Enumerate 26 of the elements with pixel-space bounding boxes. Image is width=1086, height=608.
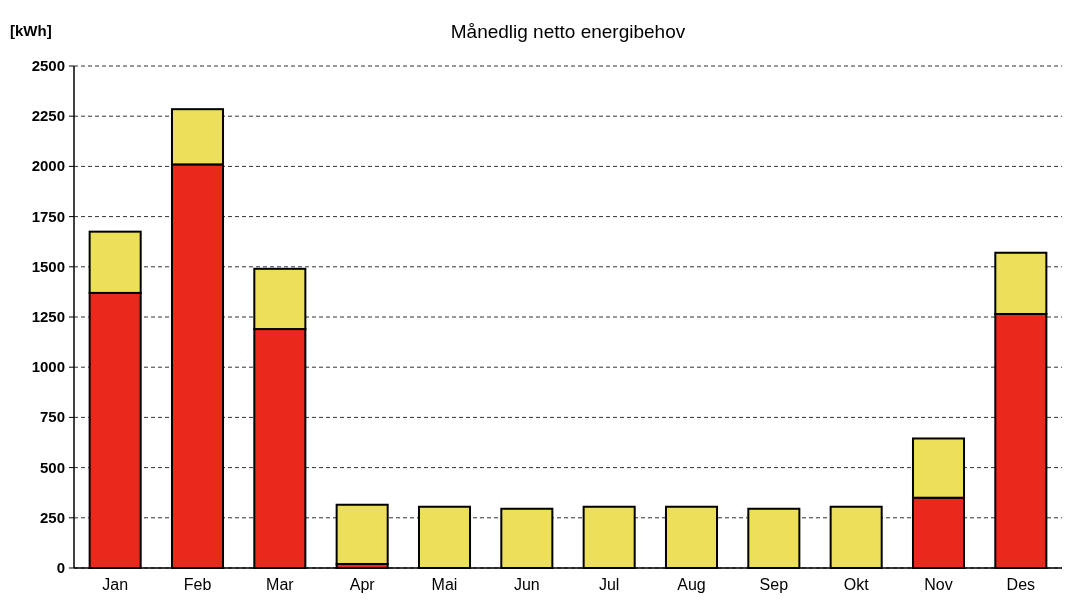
y-tick-label: 1750 [31, 207, 65, 225]
y-tick-label: 500 [39, 458, 65, 476]
x-tick-label: Okt [843, 576, 870, 593]
x-tick-label: Jul [598, 576, 620, 593]
x-tick-label: Apr [349, 576, 376, 593]
y-tick-label: 2500 [31, 57, 65, 74]
x-tick-label: Mai [431, 576, 458, 593]
x-tick-label: Nov [924, 576, 953, 593]
chart-title: Månedlig netto energibehov [450, 21, 686, 42]
y-tick-label: 0 [56, 559, 65, 576]
x-tick-label: Jun [513, 576, 540, 593]
y-tick-label: 2000 [31, 157, 65, 175]
x-tick-label: Des [1006, 576, 1036, 593]
x-tick-label: Mar [266, 576, 295, 593]
x-tick-label: Sep [759, 576, 789, 593]
y-tick-label: 2250 [31, 107, 65, 125]
x-tick-label: Feb [183, 576, 212, 593]
y-tick-label: 1250 [31, 308, 65, 325]
bar [335, 503, 389, 565]
y-axis-title: [kWh] [10, 22, 52, 39]
y-tick-label: 750 [39, 408, 65, 426]
y-tick-label: 1500 [31, 257, 65, 275]
y-tick-label: 1000 [31, 358, 65, 376]
y-tick-label: 250 [39, 508, 65, 526]
x-tick-label: Aug [677, 576, 706, 593]
x-tick-label: Jan [102, 576, 129, 593]
